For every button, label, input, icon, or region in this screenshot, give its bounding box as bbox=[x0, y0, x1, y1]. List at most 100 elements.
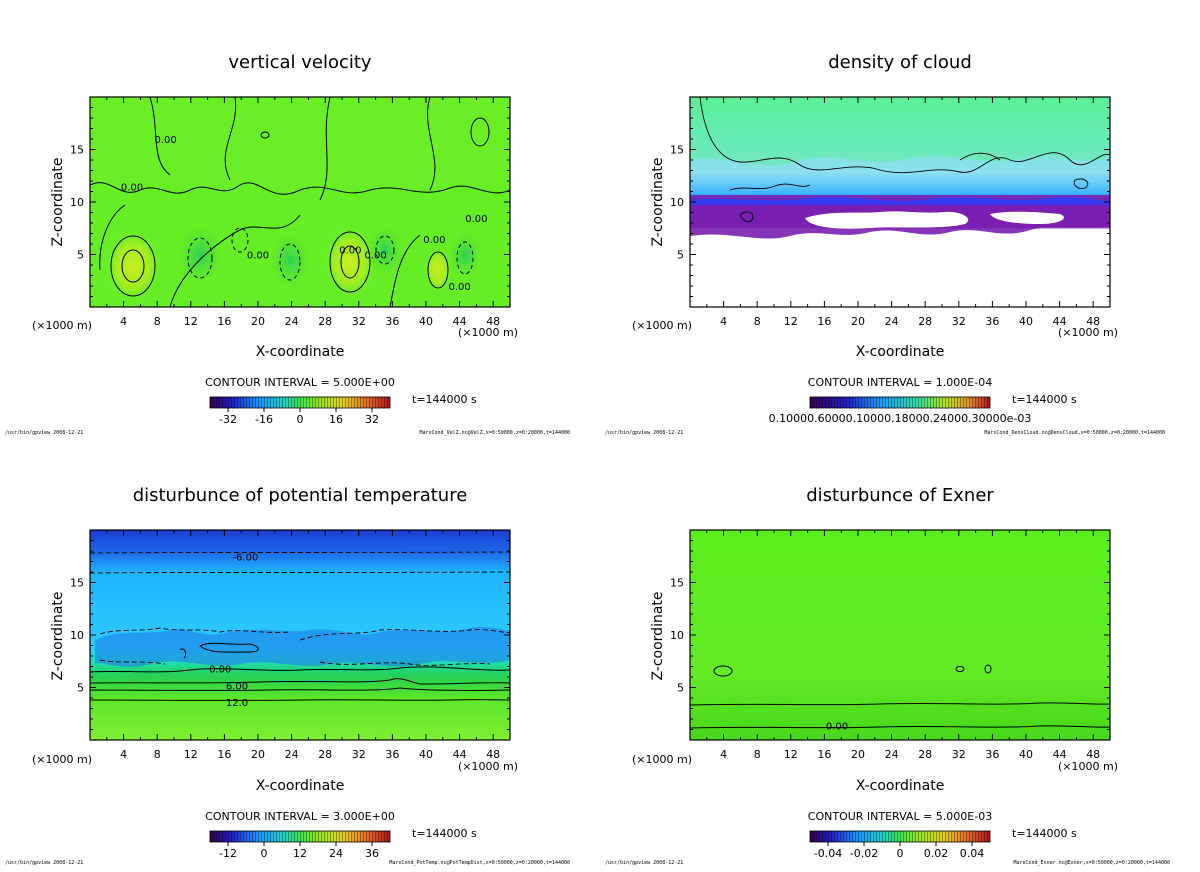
colorbar-tick-label: 0 bbox=[897, 847, 904, 860]
footer-right: MarsCond_Exner.nc@Exner,x=0:50000,z=0:20… bbox=[1013, 860, 1170, 866]
y-tick-label: 5 bbox=[77, 682, 84, 695]
x-tick-label: 20 bbox=[851, 748, 865, 761]
x-tick-label: 16 bbox=[817, 315, 831, 328]
x-tick-label: 32 bbox=[952, 748, 966, 761]
colorbar-frame bbox=[809, 396, 991, 409]
x-unit-right: (×1000 m) bbox=[1058, 326, 1118, 339]
time-label: t=144000 s bbox=[412, 827, 477, 840]
x-tick-label: 16 bbox=[817, 748, 831, 761]
contour-label: 0.00 bbox=[209, 665, 231, 676]
colorbar-stripes bbox=[810, 397, 990, 408]
x-tick-label: 4 bbox=[720, 315, 727, 328]
x-tick-label: 16 bbox=[217, 748, 231, 761]
x-tick-label: 48 bbox=[486, 315, 500, 328]
colorbar-stripes bbox=[810, 831, 990, 842]
contour-label: 0.00 bbox=[423, 235, 445, 246]
x-tick-label: 48 bbox=[1086, 748, 1100, 761]
colorbar-tick-label: -0.04 bbox=[814, 847, 842, 860]
panel-potential-temperature: disturbunce of potential temperature -6.… bbox=[5, 485, 570, 866]
x-tick-label: 24 bbox=[885, 315, 899, 328]
x-tick-label: 24 bbox=[285, 315, 299, 328]
y-tick-label: 15 bbox=[670, 577, 684, 590]
contour-labels: -6.00 0.00 6.00 12.0 bbox=[209, 552, 258, 709]
colorbar-tick-label: 0.02 bbox=[924, 847, 949, 860]
colorbar-ticks: -12 0 12 24 36 bbox=[219, 842, 379, 860]
y-tick-label: 10 bbox=[70, 196, 84, 209]
x-unit-left: (×1000 m) bbox=[32, 319, 92, 332]
x-tick-label: 28 bbox=[918, 748, 932, 761]
x-unit-right: (×1000 m) bbox=[1058, 760, 1118, 773]
y-tick-label: 15 bbox=[70, 144, 84, 157]
contour-interval: CONTOUR INTERVAL = 1.000E-04 bbox=[808, 376, 992, 389]
colorbar-tick-labels-overlapping: 0.10000.60000.10000.18000.24000.30000e-0… bbox=[769, 412, 1032, 425]
y-tick-label: 10 bbox=[70, 629, 84, 642]
colorbar-ticks: -0.04 -0.02 0 0.02 0.04 bbox=[814, 842, 984, 860]
y-tick-label: 10 bbox=[670, 629, 684, 642]
colorbar-stripes bbox=[210, 397, 390, 408]
y-axis-label: Z-coordinate bbox=[50, 157, 66, 246]
colorbar-tick-label: -16 bbox=[255, 413, 273, 426]
contour-label: 0.00 bbox=[448, 282, 470, 293]
panel-vertical-velocity: vertical velocity bbox=[5, 52, 570, 436]
contour-label: 0.00 bbox=[465, 214, 487, 225]
y-tick-label: 15 bbox=[670, 144, 684, 157]
x-tick-label: 36 bbox=[385, 315, 399, 328]
contour-label: -6.00 bbox=[232, 552, 258, 563]
footer-right: MarsCond_VelZ.nc@VelZ,x=0:50000,z=0:2000… bbox=[419, 430, 570, 436]
y-tick-label: 15 bbox=[70, 577, 84, 590]
contour-label: 12.0 bbox=[226, 698, 248, 709]
x-tick-label: 4 bbox=[120, 315, 127, 328]
x-tick-label: 48 bbox=[1086, 315, 1100, 328]
x-tick-label: 32 bbox=[352, 748, 366, 761]
x-tick-label: 48 bbox=[486, 748, 500, 761]
footer-left: /usr/bin/gpview 2008-12-21 bbox=[5, 430, 83, 436]
y-axis-label: Z-coordinate bbox=[650, 157, 666, 246]
x-tick-label: 28 bbox=[918, 315, 932, 328]
y-tick-label: 5 bbox=[677, 249, 684, 262]
x-tick-label: 40 bbox=[419, 748, 433, 761]
y-tick-label: 5 bbox=[77, 249, 84, 262]
panel-title: vertical velocity bbox=[228, 52, 372, 73]
x-unit-right: (×1000 m) bbox=[458, 760, 518, 773]
x-axis-label: X-coordinate bbox=[856, 778, 945, 794]
panel-density-of-cloud: density of cloud 4 8 12 16 20 24 28 32 36 40 44 485… bbox=[605, 52, 1165, 436]
panel-title: disturbunce of potential temperature bbox=[133, 485, 468, 506]
heatmap-field bbox=[90, 97, 510, 307]
contour-labels: 0.000.000.00 0.00 0.000.000.000.00 bbox=[121, 135, 488, 293]
contour-label: 0.00 bbox=[826, 721, 848, 732]
colorbar-tick-label: 32 bbox=[365, 413, 379, 426]
contour-lines bbox=[89, 96, 511, 308]
x-tick-label: 20 bbox=[251, 315, 265, 328]
contour-label: 0.00 bbox=[247, 251, 269, 262]
x-tick-label: 8 bbox=[754, 315, 761, 328]
x-tick-label: 36 bbox=[985, 748, 999, 761]
footer-left: /usr/bin/gpview 2008-12-21 bbox=[605, 430, 683, 436]
colorbar-tick-label: -12 bbox=[219, 847, 237, 860]
time-label: t=144000 s bbox=[1012, 393, 1077, 406]
x-tick-label: 8 bbox=[754, 748, 761, 761]
heatmap-field bbox=[690, 97, 1110, 307]
contour-label: 0.00 bbox=[154, 135, 176, 146]
y-tick-label: 5 bbox=[677, 682, 684, 695]
x-tick-label: 44 bbox=[453, 315, 467, 328]
x-tick-label: 24 bbox=[285, 748, 299, 761]
x-tick-label: 8 bbox=[154, 748, 161, 761]
contour-lines-dashed bbox=[89, 551, 511, 666]
colorbar-tick-label: 24 bbox=[329, 847, 343, 860]
x-tick-label: 4 bbox=[120, 748, 127, 761]
contour-label: 0.00 bbox=[339, 245, 361, 256]
contour-lines bbox=[89, 642, 511, 701]
colorbar-tick-label: 0 bbox=[297, 413, 304, 426]
x-tick-label: 20 bbox=[251, 748, 265, 761]
colorbar-stripes bbox=[210, 831, 390, 842]
x-unit-left: (×1000 m) bbox=[632, 319, 692, 332]
colorbar-ticks: -32 -16 0 16 32 bbox=[219, 408, 379, 426]
x-tick-label: 44 bbox=[453, 748, 467, 761]
x-tick-label: 12 bbox=[184, 748, 198, 761]
x-tick-label: 8 bbox=[154, 315, 161, 328]
footer-right: MarsCond_PotTemp.nc@PotTempDist,x=0:5000… bbox=[389, 860, 570, 866]
contour-lines bbox=[699, 96, 1111, 223]
